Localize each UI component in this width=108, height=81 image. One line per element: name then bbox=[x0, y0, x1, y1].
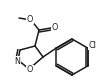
Text: O: O bbox=[27, 14, 33, 23]
Text: Cl: Cl bbox=[89, 40, 97, 49]
Text: O: O bbox=[27, 66, 33, 75]
Text: O: O bbox=[52, 23, 58, 32]
Text: N: N bbox=[14, 57, 20, 66]
